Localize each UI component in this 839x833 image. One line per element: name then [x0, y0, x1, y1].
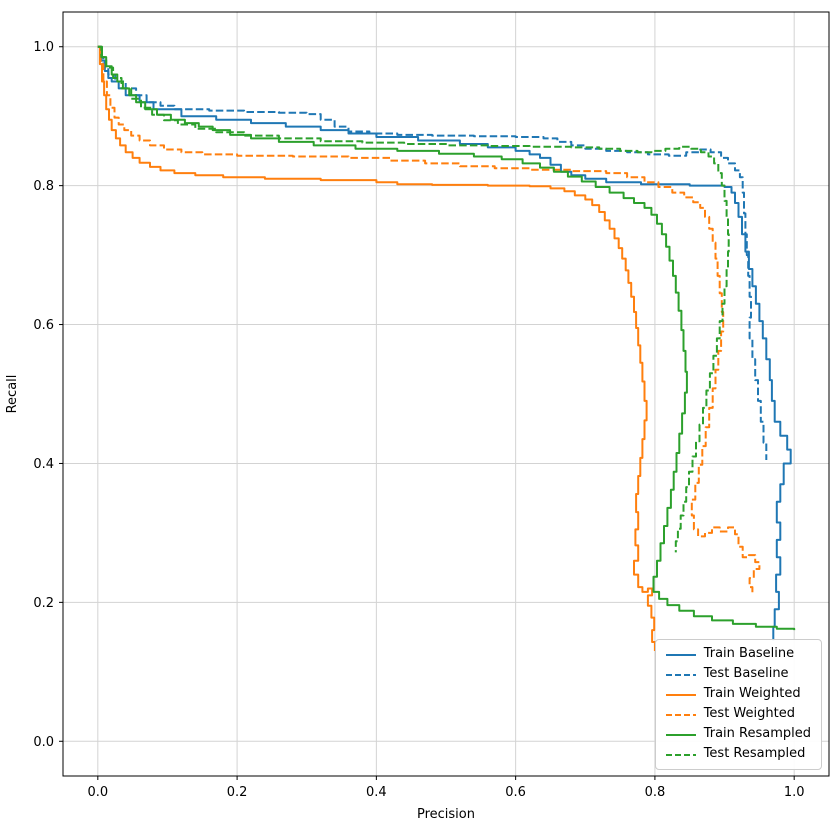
x-tick-label: 0.8 — [645, 785, 666, 800]
curve-test-baseline — [97, 45, 768, 460]
legend-item-test-resampled: Test Resampled — [665, 746, 811, 762]
legend-line-sample — [665, 753, 696, 756]
x-tick-label: 0.0 — [87, 785, 108, 800]
legend-item-train-resampled: Train Resampled — [665, 726, 811, 742]
y-tick-label: 0.8 — [33, 179, 54, 194]
curve-test-weighted — [97, 45, 761, 596]
legend-label: Test Resampled — [703, 746, 806, 762]
x-axis-label: Precision — [417, 807, 475, 822]
curve-test-resampled — [97, 45, 730, 553]
legend-line-sample — [665, 673, 696, 676]
legend-label: Test Baseline — [703, 666, 789, 682]
x-tick-label: 0.2 — [227, 785, 248, 800]
legend-item-train-baseline: Train Baseline — [665, 646, 811, 662]
legend-label: Test Weighted — [703, 706, 795, 722]
curve-train-resampled — [97, 45, 796, 631]
legend-line-sample — [665, 653, 696, 656]
y-tick-label: 0.6 — [33, 318, 54, 333]
legend-item-test-baseline: Test Baseline — [665, 666, 811, 682]
y-tick-label: 0.4 — [33, 457, 54, 472]
y-tick-label: 0.0 — [33, 735, 54, 750]
y-tick-label: 0.2 — [33, 596, 54, 611]
legend-item-test-weighted: Test Weighted — [665, 706, 811, 722]
legend-label: Train Baseline — [703, 646, 795, 662]
legend-line-sample — [665, 713, 696, 716]
legend-item-train-weighted: Train Weighted — [665, 686, 811, 702]
x-tick-label: 0.4 — [366, 785, 387, 800]
x-tick-label: 0.6 — [505, 785, 526, 800]
legend-line-sample — [665, 693, 696, 696]
y-tick-label: 1.0 — [33, 40, 54, 55]
curve-train-weighted — [97, 45, 656, 651]
plot-border — [62, 11, 830, 777]
legend-label: Train Weighted — [703, 686, 801, 702]
legend-line-sample — [665, 733, 696, 736]
y-axis-label: Recall — [5, 375, 20, 414]
x-tick-label: 1.0 — [784, 785, 805, 800]
legend-label: Train Resampled — [703, 726, 811, 742]
curve-train-baseline — [97, 45, 792, 641]
legend: Train Baseline Test Baseline Train Weigh… — [654, 639, 822, 770]
